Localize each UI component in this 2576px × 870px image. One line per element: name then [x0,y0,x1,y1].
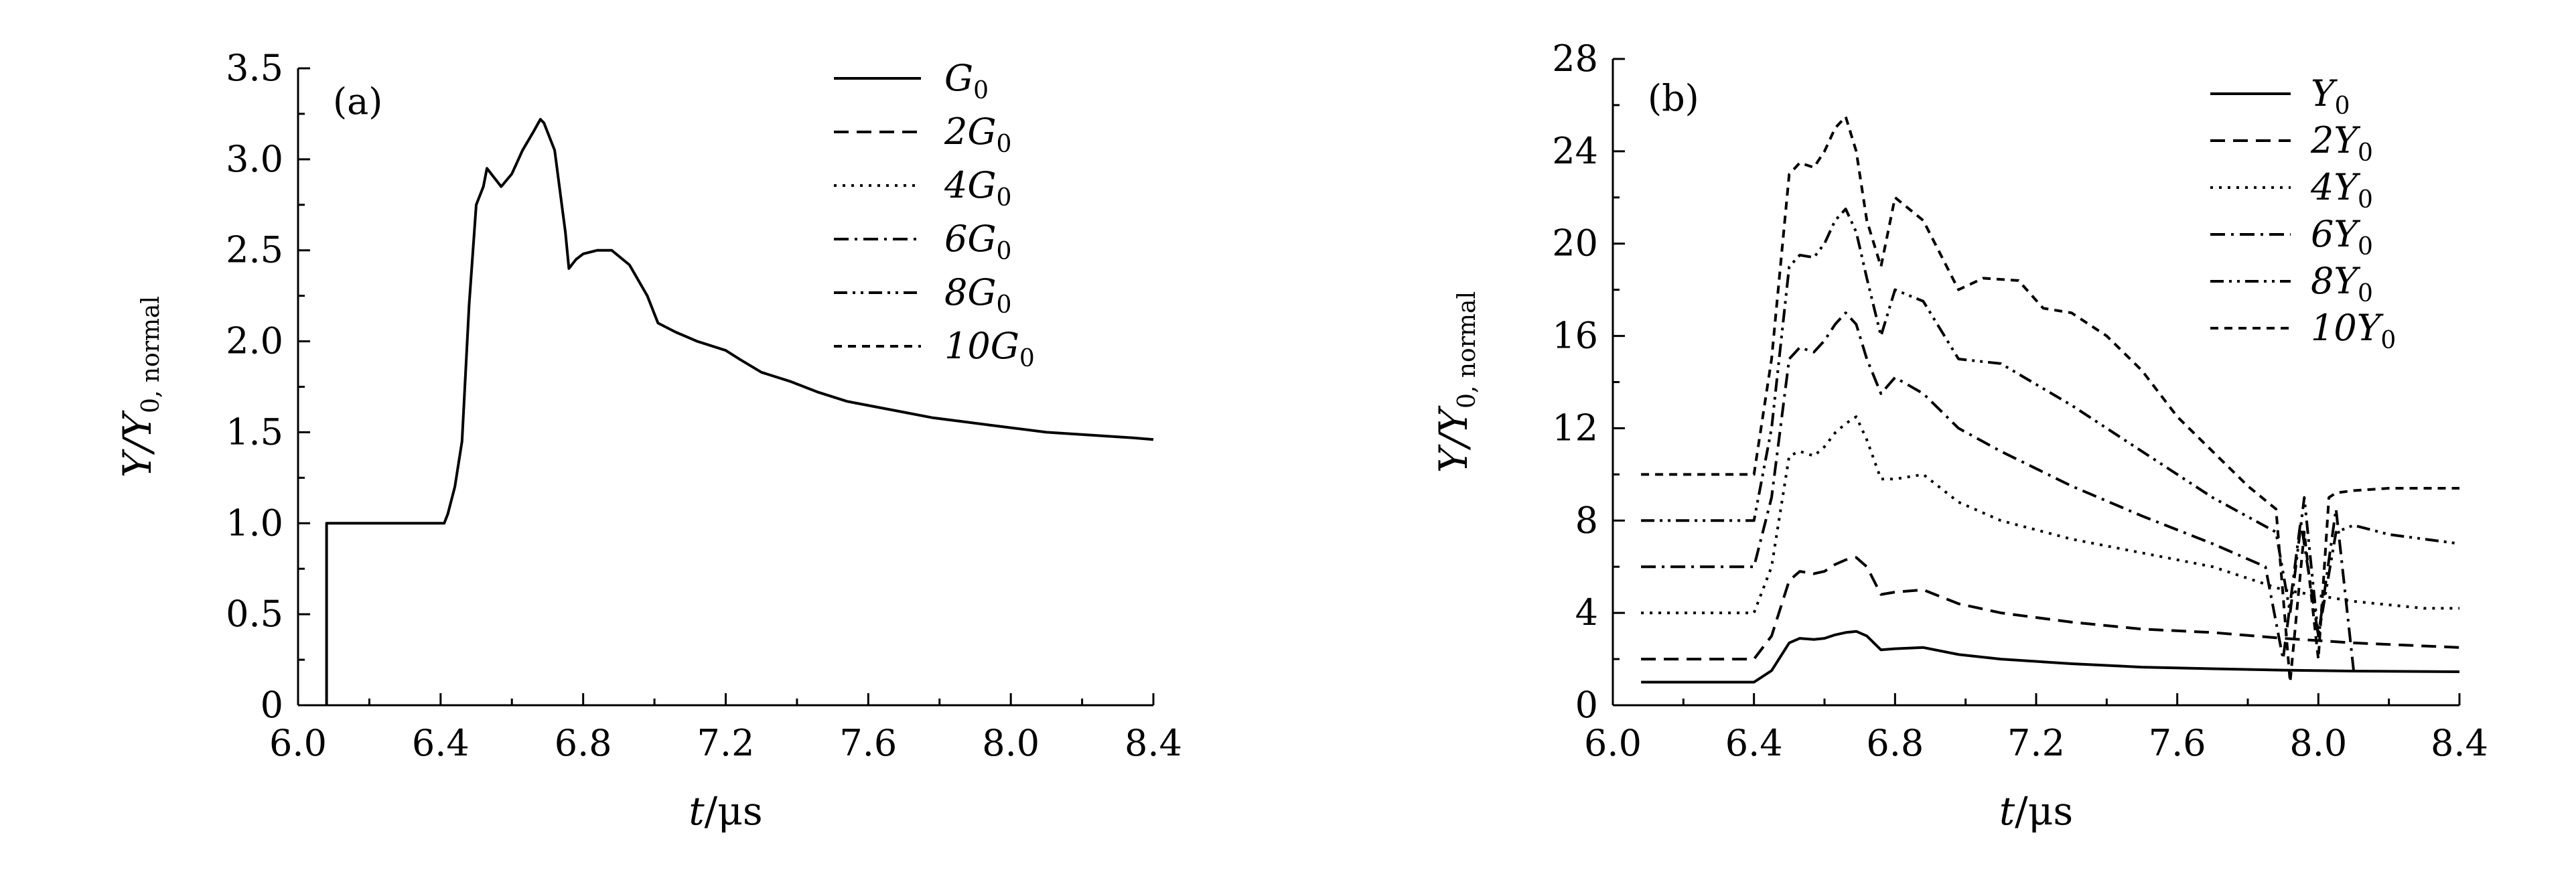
series-line-g [325,118,1154,705]
series-line-8y [1641,208,2460,638]
tick-label: 12 [1552,407,1598,449]
tick-label: 6.0 [269,722,327,764]
tick-label: 6.4 [412,722,470,764]
x-axis-label: t/μs [1999,788,2073,834]
tick-label: 7.6 [2149,722,2206,764]
legend-label: 2G0 [944,111,1011,158]
legend-label: 6G0 [944,218,1011,265]
legend-label: 2Y0 [2310,119,2373,167]
tick-label: 1.5 [226,411,283,453]
tick-label: 1.0 [226,502,283,544]
tick-label: 7.2 [2007,722,2065,764]
tick-label: 2.0 [226,320,283,362]
tick-label: 16 [1552,315,1598,357]
tick-label: 6.8 [555,722,612,764]
legend-label: 4Y0 [2310,166,2373,214]
legend-label: Y0 [2311,72,2350,120]
tick-label: 8.0 [982,722,1040,764]
panel-a-chart: 6.0 6.4 6.8 7.2 7.6 8.0 8.4 0 0.5 1.0 1.5 2.0 2.5 3.0… [115,47,1182,834]
legend-label: 4G0 [944,164,1011,212]
y-axis-label: Y/Y0, normal [1431,291,1481,473]
tick-label: 8.4 [2431,722,2488,764]
legend-label: G0 [944,57,989,104]
tick-label: 7.6 [839,722,897,764]
tick-label: 8 [1575,499,1598,541]
legend-label: 10G0 [944,325,1035,372]
panel-label: (b) [1648,77,1699,119]
tick-label: 3.0 [226,138,283,180]
tick-label: 20 [1552,222,1598,265]
tick-label: 6.4 [1725,722,1783,764]
series-line-y [1641,630,2460,684]
tick-label: 7.2 [697,722,755,764]
legend-label: 8Y0 [2311,260,2373,307]
tick-label: 2.5 [226,229,283,271]
tick-label: 6.8 [1866,722,1924,764]
legend-label: 6Y0 [2311,213,2373,261]
legend-label: 8G0 [944,271,1011,319]
x-axis-label: t/μs [689,788,762,834]
tick-label: 28 [1552,38,1598,80]
panel-label: (a) [333,80,382,123]
tick-label: 3.5 [226,47,283,89]
tick-label: 24 [1552,130,1598,172]
tick-label: 6.0 [1584,722,1642,764]
tick-label: 8.0 [2289,722,2347,764]
tick-label: 0 [1575,684,1598,726]
series-line-4y [1641,415,2459,615]
tick-label: 4 [1575,591,1598,634]
tick-label: 8.4 [1125,722,1182,764]
tick-label: 0.5 [226,593,283,635]
tick-label: 0 [261,684,283,726]
y-axis-label: Y/Y0, normal [115,296,165,478]
series-line-10y [1641,115,2459,684]
panel-b-chart: 6.0 6.4 6.8 7.2 7.6 8.0 8.4 0 4 8 12 16 20 24 28 (b) t/μ… [1431,38,2488,834]
legend-label: 10Y0 [2311,307,2396,354]
series-line-2y [1641,556,2460,661]
series-line-6y [1641,311,2355,671]
